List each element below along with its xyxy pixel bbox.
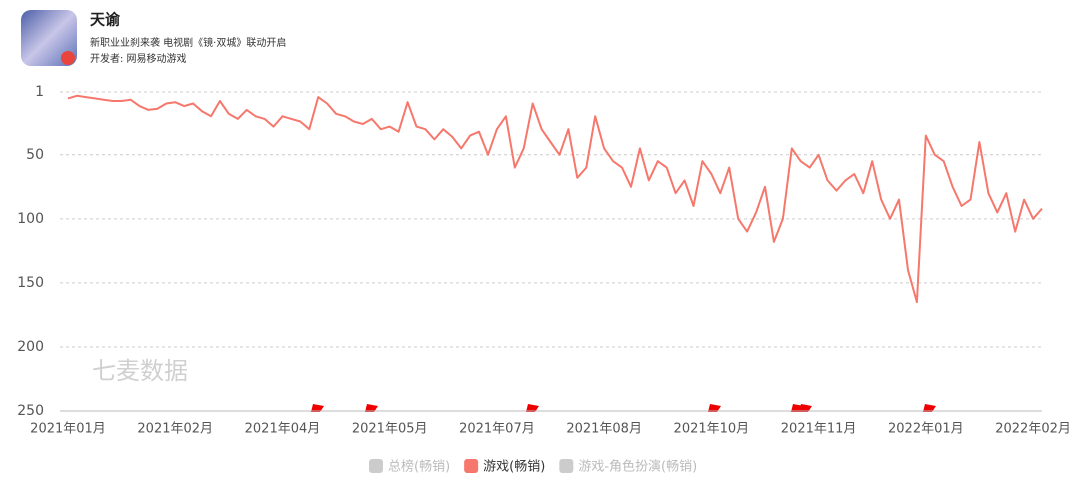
legend-label: 游戏(畅销) <box>483 460 545 475</box>
x-tick-label: 2021年07月 <box>459 422 535 437</box>
x-tick-label: 2021年08月 <box>566 422 642 437</box>
event-flags <box>309 404 936 420</box>
legend-swatch <box>464 459 479 473</box>
y-tick-label: 50 <box>26 147 44 163</box>
app-title: 天谕 <box>90 11 121 29</box>
x-tick-label: 2021年05月 <box>352 422 428 437</box>
series-line <box>67 94 1043 304</box>
legend-item[interactable]: 游戏-角色扮演(畅销) <box>559 459 697 475</box>
y-tick-label: 250 <box>17 403 44 419</box>
y-tick-label: 150 <box>17 275 44 291</box>
x-tick-label: 2021年10月 <box>674 422 750 437</box>
legend-swatch <box>369 459 383 473</box>
x-tick-label: 2022年02月 <box>995 422 1071 437</box>
legend-item[interactable]: 游戏(畅销) <box>464 459 545 475</box>
app-icon <box>21 10 77 66</box>
icon-badge <box>61 51 75 65</box>
x-tick-label: 2022年01月 <box>888 422 964 437</box>
watermark: 七麦数据 <box>92 357 188 385</box>
legend-item[interactable]: 总榜(畅销) <box>369 459 450 475</box>
x-tick-label: 2021年11月 <box>781 422 857 437</box>
y-tick-label: 1 <box>35 84 44 100</box>
y-tick-label: 100 <box>17 211 44 227</box>
app-developer: 开发者: 网易移动游戏 <box>90 52 187 65</box>
x-tick-label: 2021年02月 <box>137 422 213 437</box>
app-subtitle: 新职业业刹来袭 电视剧《镜·双城》联动开启 <box>90 36 286 49</box>
legend-swatch <box>559 459 574 473</box>
legend-label: 总榜(畅销) <box>388 459 450 475</box>
legend-label: 游戏-角色扮演(畅销) <box>578 459 697 475</box>
y-tick-label: 200 <box>17 339 44 355</box>
x-tick-label: 2021年04月 <box>245 422 321 437</box>
x-tick-label: 2021年01月 <box>30 422 106 437</box>
